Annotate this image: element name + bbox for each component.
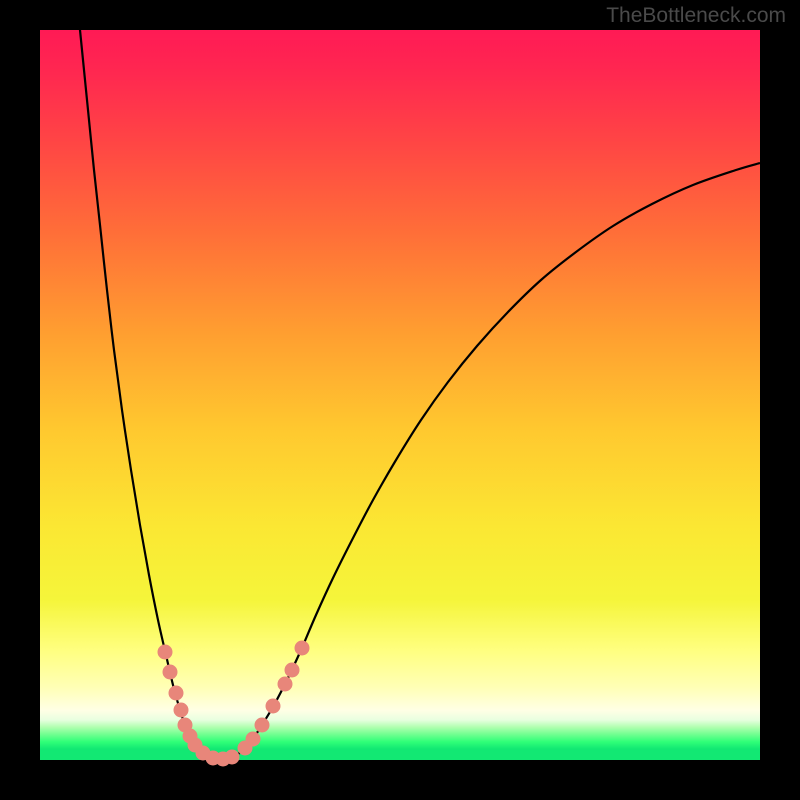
bottleneck-curve — [79, 20, 760, 760]
curve-marker — [285, 663, 299, 677]
curve-markers-group — [158, 641, 309, 766]
curve-marker — [225, 750, 239, 764]
curve-marker — [266, 699, 280, 713]
curve-marker — [158, 645, 172, 659]
curve-marker — [169, 686, 183, 700]
chart-overlay — [40, 30, 760, 760]
curve-marker — [295, 641, 309, 655]
curve-marker — [246, 732, 260, 746]
curve-marker — [278, 677, 292, 691]
chart-plot-area — [40, 30, 760, 760]
curve-marker — [163, 665, 177, 679]
curve-marker — [174, 703, 188, 717]
curve-marker — [255, 718, 269, 732]
watermark-text: TheBottleneck.com — [606, 4, 786, 28]
